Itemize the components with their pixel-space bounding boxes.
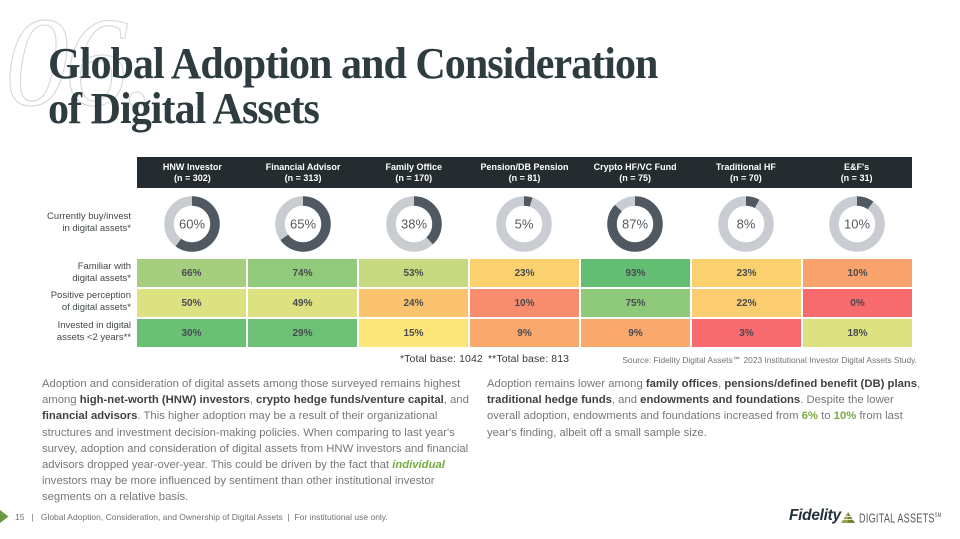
svg-text:8%: 8%: [736, 216, 755, 231]
svg-text:65%: 65%: [290, 216, 316, 231]
svg-text:38%: 38%: [401, 216, 427, 231]
svg-text:5%: 5%: [515, 216, 534, 231]
svg-text:60%: 60%: [179, 216, 205, 231]
svg-text:87%: 87%: [622, 216, 648, 231]
svg-text:10%: 10%: [844, 216, 870, 231]
